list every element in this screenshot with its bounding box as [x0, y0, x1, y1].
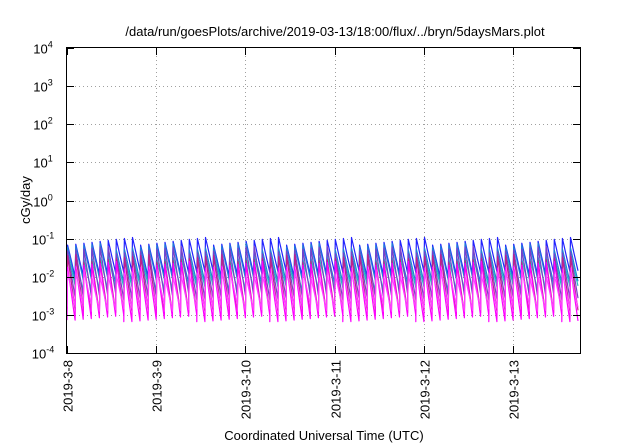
x-tick-label: 2019-3-8: [61, 360, 76, 412]
x-axis-label: Coordinated Universal Time (UTC): [224, 428, 423, 443]
series-line: [66, 242, 579, 285]
y-tick-label: 102: [33, 116, 52, 133]
chart-title: /data/run/goesPlots/archive/2019-03-13/1…: [125, 24, 545, 39]
series-line: [66, 269, 579, 312]
x-tick-label: 2019-3-12: [418, 360, 433, 419]
y-tick-label: 101: [33, 154, 52, 171]
y-tick-label: 10-4: [32, 345, 54, 362]
x-tick-label: 2019-3-11: [329, 360, 344, 418]
x-tick-label: 2019-3-13: [507, 360, 522, 419]
y-tick-label: 10-1: [32, 231, 54, 248]
plot-frame: [66, 47, 581, 354]
y-tick-label: 104: [33, 40, 52, 57]
series-line: [66, 245, 579, 301]
x-axis-ticks: 2019-3-8 2019-3-9 2019-3-10 2019-3-11 2019-3…: [61, 48, 522, 419]
data-series-group: [66, 236, 579, 323]
x-tick-label: 2019-3-9: [150, 360, 165, 412]
y-tick-label: 103: [33, 78, 52, 95]
y-tick-label: 10-3: [32, 307, 54, 324]
y-axis-label: cGy/day: [18, 176, 33, 224]
x-tick-label: 2019-3-10: [239, 360, 254, 419]
y-tick-label: 10-2: [32, 269, 54, 286]
y-tick-label: 100: [33, 193, 52, 210]
y-axis-ticks: 10-4 10-3 10-2 10-1 100 101 102 103 104: [32, 40, 580, 362]
